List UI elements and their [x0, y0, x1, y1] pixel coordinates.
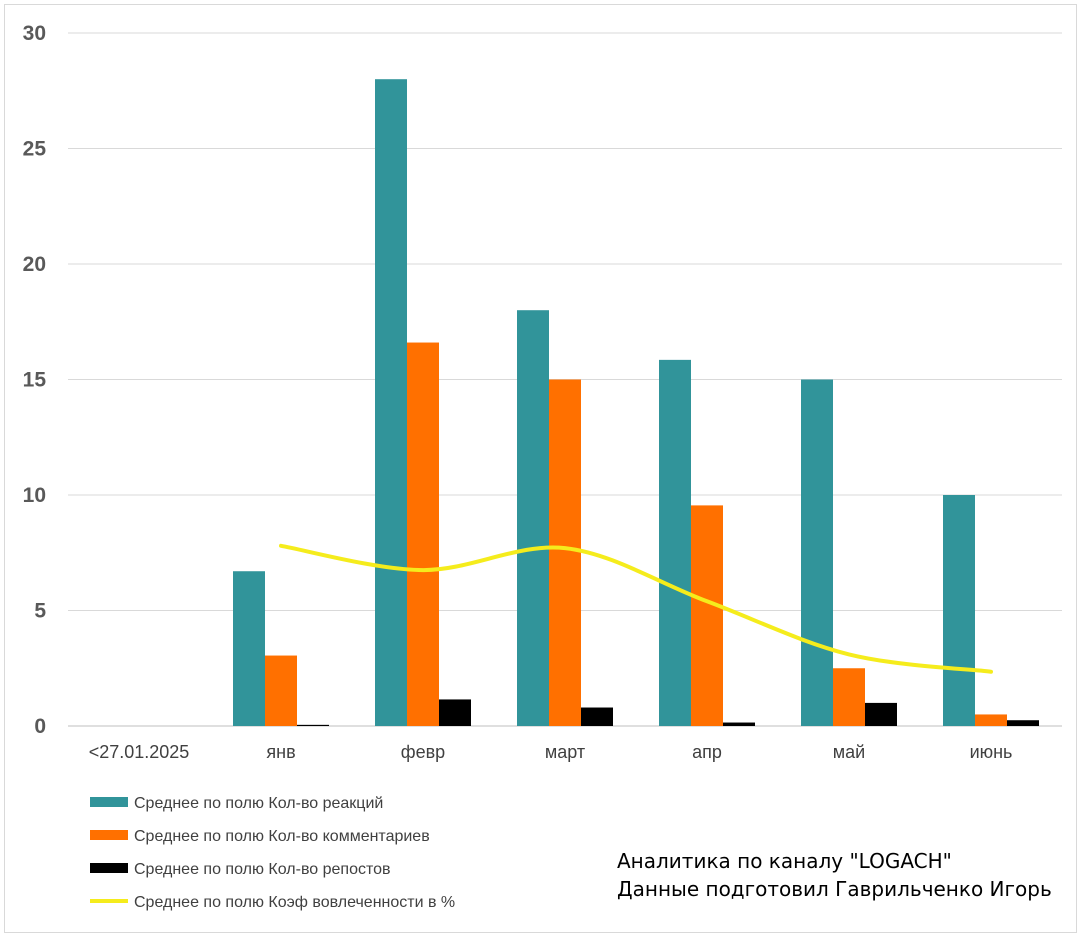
bar	[375, 79, 407, 726]
y-tick-label: 15	[23, 369, 47, 392]
x-axis-ticks: <27.01.2025 янв февр март апр май июнь	[89, 742, 1013, 762]
bars	[233, 79, 1039, 726]
legend-swatch	[90, 797, 128, 807]
y-tick-label: 10	[23, 484, 46, 507]
y-tick-label: 25	[23, 138, 47, 161]
y-tick-label: 20	[23, 253, 46, 276]
legend-label: Среднее по полю Кол-во репостов	[134, 861, 391, 878]
annotation-line-1: Аналитика по каналу "LOGACH"	[617, 849, 952, 873]
bar	[659, 359, 691, 726]
bar	[723, 722, 755, 726]
bar	[1007, 720, 1039, 726]
x-tick-label: <27.01.2025	[89, 742, 190, 762]
bar	[549, 379, 581, 726]
x-tick-label: апр	[692, 742, 722, 762]
bar	[297, 724, 329, 726]
bar	[265, 655, 297, 726]
legend-label: Среднее по полю Коэф вовлеченности в %	[134, 894, 455, 911]
bar	[517, 310, 549, 726]
bar	[975, 714, 1007, 726]
annotation-line-2: Данные подготовил Гаврильченко Игорь	[617, 877, 1052, 901]
bar	[943, 495, 975, 726]
legend-swatch	[90, 830, 128, 840]
x-tick-label: май	[833, 742, 865, 762]
legend-label: Среднее по полю Кол-во реакций	[134, 795, 383, 812]
bar	[407, 342, 439, 726]
y-tick-label: 5	[34, 600, 46, 623]
y-axis-ticks: 0 5 10 15 20 25 30	[23, 22, 47, 738]
bar	[233, 571, 265, 726]
bar	[833, 668, 865, 726]
x-tick-label: июнь	[970, 742, 1013, 762]
legend-label: Среднее по полю Кол-во комментариев	[134, 828, 430, 845]
y-tick-label: 30	[23, 22, 46, 45]
series-lines	[279, 543, 993, 674]
bar	[691, 505, 723, 726]
x-tick-label: март	[545, 742, 585, 762]
bar	[865, 702, 897, 726]
series-line	[279, 543, 993, 674]
y-tick-label: 0	[34, 715, 46, 738]
bar	[581, 707, 613, 726]
x-tick-label: янв	[266, 742, 295, 762]
legend: Среднее по полю Кол-во реакций Среднее по…	[90, 795, 455, 911]
legend-swatch	[90, 863, 128, 873]
bar	[801, 379, 833, 726]
x-tick-label: февр	[401, 742, 445, 762]
bar	[439, 699, 471, 726]
chart-frame	[4, 4, 1077, 933]
